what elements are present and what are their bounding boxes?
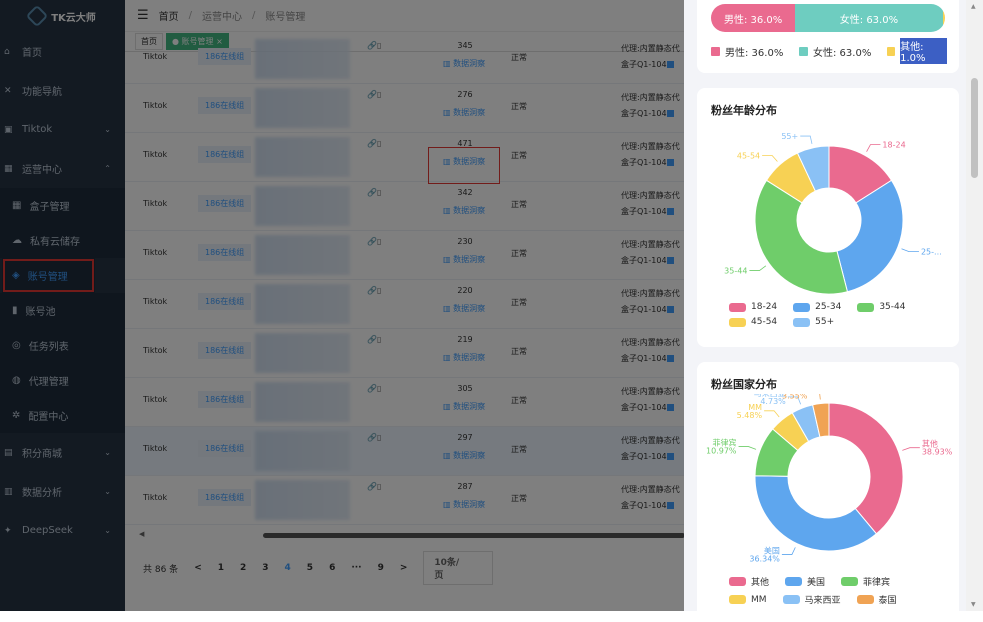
- legend-item[interactable]: MM: [729, 593, 775, 606]
- legend-swatch: [729, 595, 746, 604]
- gender-legend-label: 男性: 36.0%: [725, 47, 784, 59]
- gender-bar-segment: 男性: 36.0%: [711, 4, 796, 32]
- donut-slice[interactable]: [754, 475, 878, 552]
- country-legend: 其他 美国 菲律宾 MM 马来西亚 泰国: [729, 575, 949, 606]
- legend-item[interactable]: 55+: [793, 317, 842, 327]
- gender-legend-label: 其他: 1.0%: [900, 38, 947, 64]
- donut-slice[interactable]: [836, 179, 904, 293]
- age-legend: 18-24 25-34 35-44 45-54 55+: [729, 302, 949, 327]
- slice-percent-label: 38.93%: [922, 448, 953, 457]
- country-card: 粉丝国家分布 其他38.93%美国36.34%菲律宾10.97%MM5.48%马…: [697, 362, 959, 622]
- gender-bar: 男性: 36.0% 女性: 63.0%: [711, 4, 945, 32]
- gender-bar-label: 女性: 63.0%: [839, 14, 899, 26]
- slice-label: 马来西亚: [754, 394, 786, 398]
- label-line: [819, 394, 821, 400]
- slice-percent-label: 4.73%: [760, 397, 786, 406]
- drawer-scrollbar[interactable]: ▲ ▼: [966, 0, 983, 611]
- legend-label: 55+: [815, 317, 835, 327]
- data-insight-drawer: 男性: 36.0% 女性: 63.0% 男性: 36.0% 女性: 63.0% 其他:…: [684, 0, 983, 622]
- slice-label: 35-44: [724, 267, 747, 276]
- country-chart-title: 粉丝国家分布: [711, 378, 777, 391]
- scroll-down-icon[interactable]: ▼: [971, 601, 976, 608]
- scroll-thumb[interactable]: [971, 78, 978, 178]
- legend-item[interactable]: 美国: [785, 575, 833, 588]
- age-donut-chart: 18-24 25-... 35-44 45-54 55+: [724, 132, 942, 295]
- slice-label: 18-24: [882, 141, 905, 150]
- gender-legend-item[interactable]: 男性: 36.0%: [711, 38, 799, 64]
- legend-swatch: [799, 46, 808, 56]
- gender-card: 男性: 36.0% 女性: 63.0% 男性: 36.0% 女性: 63.0% 其他:…: [697, 0, 959, 73]
- slice-label: 25-...: [921, 248, 942, 257]
- legend-item[interactable]: 马来西亚: [782, 593, 849, 606]
- legend-item[interactable]: 其他: [729, 575, 777, 588]
- legend-swatch: [711, 46, 720, 56]
- legend-swatch: [729, 302, 746, 312]
- legend-label: 18-24: [751, 302, 778, 312]
- gender-bar-segment: [942, 4, 945, 32]
- legend-swatch: [782, 595, 800, 604]
- slice-label: 45-54: [737, 151, 760, 160]
- label-line: [781, 547, 796, 555]
- label-line: [800, 135, 813, 144]
- legend-item[interactable]: 18-24: [729, 302, 785, 312]
- label-line: [749, 265, 767, 271]
- donut-slice[interactable]: [828, 402, 904, 535]
- slice-label: 其他: [922, 439, 938, 449]
- legend-swatch: [793, 317, 811, 327]
- legend-swatch: [887, 46, 896, 56]
- slice-percent-label: 10.97%: [706, 447, 737, 456]
- label-line: [764, 410, 780, 418]
- gender-legend: 男性: 36.0% 女性: 63.0% 其他: 1.0%: [711, 38, 951, 64]
- scroll-up-icon[interactable]: ▲: [971, 3, 976, 10]
- legend-label: MM: [751, 594, 767, 605]
- legend-label: 其他: [751, 578, 770, 588]
- slice-label: 菲律宾: [713, 438, 737, 448]
- age-chart-title: 粉丝年龄分布: [711, 104, 777, 117]
- legend-swatch: [785, 577, 803, 586]
- donut-slice[interactable]: [812, 402, 830, 438]
- legend-swatch: [793, 302, 811, 312]
- legend-label: 泰国: [878, 596, 897, 606]
- legend-swatch: [857, 302, 875, 312]
- legend-item[interactable]: 泰国: [856, 593, 905, 606]
- legend-swatch: [856, 595, 874, 604]
- gender-bar-label: 男性: 36.0%: [723, 14, 783, 26]
- drawer-mask[interactable]: [0, 0, 684, 611]
- legend-item[interactable]: 菲律宾: [841, 575, 898, 588]
- legend-item[interactable]: 25-34: [793, 302, 849, 312]
- legend-label: 菲律宾: [863, 578, 891, 588]
- donut-slice[interactable]: [796, 145, 830, 192]
- slice-label: 美国: [764, 546, 780, 556]
- label-line: [902, 447, 920, 451]
- slice-percent-label: 3.55%: [782, 394, 808, 401]
- gender-legend-item[interactable]: 女性: 63.0%: [799, 38, 887, 64]
- label-line: [762, 155, 778, 162]
- legend-swatch: [729, 317, 746, 327]
- slice-label: 55+: [781, 132, 798, 141]
- donut-slice[interactable]: [754, 179, 849, 295]
- legend-label: 美国: [807, 578, 826, 588]
- label-line: [738, 446, 757, 450]
- legend-item[interactable]: 35-44: [857, 302, 913, 312]
- label-line: [901, 248, 919, 253]
- slice-label: MM: [748, 403, 762, 412]
- label-line: [866, 144, 881, 152]
- legend-item[interactable]: 45-54: [729, 317, 785, 327]
- legend-label: 45-54: [751, 317, 778, 327]
- slice-percent-label: 5.48%: [737, 411, 763, 420]
- legend-swatch: [729, 577, 746, 586]
- gender-legend-item[interactable]: 其他: 1.0%: [887, 38, 947, 64]
- gender-bar-segment: 女性: 63.0%: [795, 4, 943, 32]
- legend-label: 25-34: [815, 302, 842, 312]
- age-card: 粉丝年龄分布 18-24 25-... 35-44 45-54 55+ 18-24 25-…: [697, 88, 959, 347]
- gender-legend-label: 女性: 63.0%: [813, 47, 872, 59]
- slice-percent-label: 36.34%: [749, 555, 780, 564]
- legend-swatch: [841, 577, 859, 586]
- legend-label: 马来西亚: [804, 596, 841, 606]
- label-line: [787, 396, 802, 405]
- legend-label: 35-44: [879, 302, 906, 312]
